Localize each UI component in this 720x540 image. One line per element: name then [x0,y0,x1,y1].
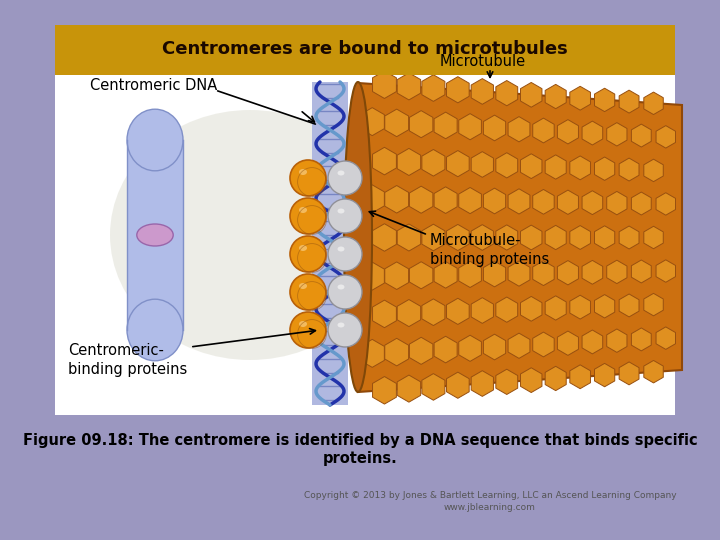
Ellipse shape [127,299,183,361]
FancyBboxPatch shape [127,140,183,330]
Ellipse shape [338,285,344,289]
Ellipse shape [299,169,307,175]
Ellipse shape [328,237,362,271]
Ellipse shape [290,274,326,310]
Ellipse shape [328,313,362,347]
Polygon shape [358,83,682,392]
Text: Copyright © 2013 by Jones & Bartlett Learning, LLC an Ascend Learning Company: Copyright © 2013 by Jones & Bartlett Lea… [304,491,676,501]
FancyBboxPatch shape [312,82,348,405]
Ellipse shape [299,283,307,289]
Text: Centromeric DNA: Centromeric DNA [90,78,217,92]
Ellipse shape [290,236,326,272]
Text: Centromeric-
binding proteins: Centromeric- binding proteins [68,342,187,377]
Ellipse shape [338,246,344,252]
FancyBboxPatch shape [55,25,675,75]
Ellipse shape [299,245,307,251]
Ellipse shape [110,110,390,360]
Ellipse shape [338,171,344,176]
Ellipse shape [299,321,307,327]
Text: Figure 09.18: The centromere is identified by a DNA sequence that binds specific: Figure 09.18: The centromere is identifi… [23,433,697,448]
Ellipse shape [127,109,183,171]
Ellipse shape [290,312,326,348]
Ellipse shape [328,161,362,195]
Ellipse shape [138,225,172,245]
Ellipse shape [137,224,174,246]
Ellipse shape [338,208,344,213]
Text: Centromeres are bound to microtubules: Centromeres are bound to microtubules [162,40,568,58]
Ellipse shape [328,275,362,309]
Ellipse shape [290,198,326,234]
Text: proteins.: proteins. [323,450,397,465]
Ellipse shape [338,322,344,327]
Ellipse shape [344,82,372,392]
Text: www.jblearning.com: www.jblearning.com [444,503,536,512]
Ellipse shape [290,160,326,196]
Text: Microtubule-
binding proteins: Microtubule- binding proteins [430,233,549,267]
Ellipse shape [328,199,362,233]
Text: Microtubule: Microtubule [440,55,526,70]
FancyBboxPatch shape [55,25,675,415]
Ellipse shape [299,207,307,213]
